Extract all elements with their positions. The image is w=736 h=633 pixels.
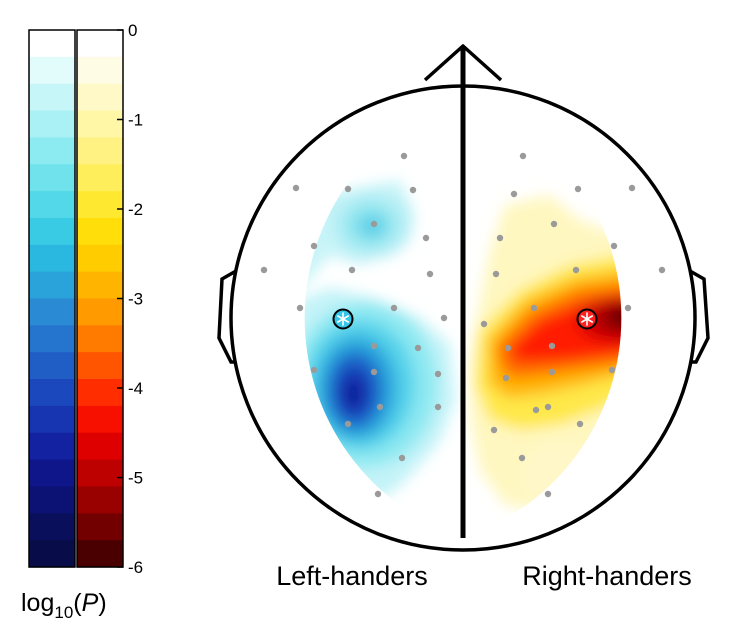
colorbar-yellow-swatch (77, 137, 123, 165)
colorbar-blue-swatch (29, 30, 75, 58)
colorbar-yellow-swatch (77, 298, 123, 326)
colorbar-blue-swatch (29, 432, 75, 461)
colorbar-blue-swatch (29, 244, 75, 273)
right-peak-marker (576, 308, 598, 330)
head-map (217, 44, 710, 552)
colorbar-title: log10(P) (21, 589, 107, 622)
colorbar-blue-swatch (29, 271, 75, 300)
colorbar-yellow-swatch (77, 164, 123, 192)
colorbar-yellow-swatch (77, 405, 123, 434)
colorbar-tick-label: -1 (128, 111, 143, 130)
colorbar-blue-swatch (29, 486, 75, 514)
colorbar-yellow-swatch (77, 540, 123, 568)
colorbar-ticks: 0 -1 -2 -3 -4 -5 -6 (117, 21, 143, 577)
colorbar-tick-label: -5 (128, 469, 143, 488)
colorbar-yellow-swatch (77, 379, 123, 407)
colorbar-blue-swatch (29, 352, 75, 380)
colorbar-yellow-swatch (77, 459, 123, 488)
colorbar-yellow-swatch (77, 352, 123, 380)
colorbar-yellow-swatch (77, 271, 123, 300)
colorbar-yellow-swatch (77, 56, 123, 85)
colorbar-blue-swatch (29, 56, 75, 85)
colorbar-tick-label: 0 (128, 21, 137, 40)
left-handers-label: Left-handers (276, 561, 428, 591)
colorbar-yellow-scale (77, 30, 123, 568)
colorbar-yellow-swatch (77, 513, 123, 541)
colorbar-blue-swatch (29, 540, 75, 568)
colorbar-blue-swatch (29, 191, 75, 219)
colorbar-yellow-swatch (77, 325, 123, 353)
colorbar-yellow-swatch (77, 217, 123, 246)
colorbar-blue-swatch (29, 325, 75, 353)
colorbar-tick-label: -6 (128, 558, 143, 577)
colorbar-yellow-swatch (77, 432, 123, 461)
colorbar-blue-swatch (29, 217, 75, 246)
colorbar-yellow-swatch (77, 191, 123, 219)
colorbar-blue-swatch (29, 83, 75, 112)
colorbar-blue-swatch (29, 379, 75, 407)
electrode-markers (260, 152, 666, 498)
colorbar-yellow-swatch (77, 244, 123, 273)
right-handers-label: Right-handers (522, 561, 692, 591)
colorbar-blue-swatch (29, 459, 75, 488)
colorbar-tick-label: -3 (128, 290, 143, 309)
colorbar-tick-label: -4 (128, 379, 143, 398)
colorbar-blue-frame (28, 29, 76, 568)
colorbar-blue-swatch (29, 137, 75, 165)
colorbar-yellow-swatch (77, 486, 123, 514)
colorbar-blue-scale (29, 30, 75, 568)
colorbar-blue-swatch (29, 110, 75, 138)
colorbar-yellow-swatch (77, 30, 123, 58)
colorbar-blue-swatch (29, 164, 75, 192)
colorbar-blue-swatch (29, 513, 75, 541)
colorbar-yellow-swatch (77, 83, 123, 112)
colorbar-yellow-swatch (77, 110, 123, 138)
colorbar-blue-swatch (29, 405, 75, 434)
colorbar-blue-swatch (29, 298, 75, 326)
colorbar-tick-label: -2 (128, 200, 143, 219)
right-hemisphere-map (470, 195, 622, 510)
colorbar: 0 -1 -2 -3 -4 -5 -6 log10(P) (21, 21, 143, 622)
left-peak-marker (332, 308, 354, 330)
